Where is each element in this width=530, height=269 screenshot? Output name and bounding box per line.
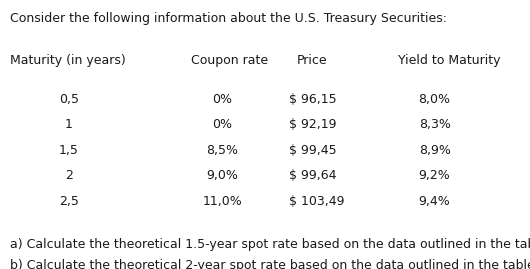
Text: 9,0%: 9,0% <box>207 169 238 182</box>
Text: Price: Price <box>297 54 328 67</box>
Text: $ 103,49: $ 103,49 <box>289 195 344 208</box>
Text: 9,4%: 9,4% <box>419 195 450 208</box>
Text: 1: 1 <box>65 118 73 131</box>
Text: 11,0%: 11,0% <box>202 195 243 208</box>
Text: Coupon rate: Coupon rate <box>191 54 268 67</box>
Text: $ 96,15: $ 96,15 <box>289 93 337 106</box>
Text: 8,5%: 8,5% <box>207 144 238 157</box>
Text: 0,5: 0,5 <box>59 93 79 106</box>
Text: 8,9%: 8,9% <box>419 144 450 157</box>
Text: $ 99,45: $ 99,45 <box>289 144 337 157</box>
Text: 2,5: 2,5 <box>59 195 79 208</box>
Text: Consider the following information about the U.S. Treasury Securities:: Consider the following information about… <box>10 12 447 25</box>
Text: b) Calculate the theoretical 2-year spot rate based on the data outlined in the : b) Calculate the theoretical 2-year spot… <box>10 259 530 269</box>
Text: 8,0%: 8,0% <box>419 93 450 106</box>
Text: Maturity (in years): Maturity (in years) <box>10 54 125 67</box>
Text: Yield to Maturity: Yield to Maturity <box>398 54 500 67</box>
Text: a) Calculate the theoretical 1.5-year spot rate based on the data outlined in th: a) Calculate the theoretical 1.5-year sp… <box>10 238 530 251</box>
Text: 8,3%: 8,3% <box>419 118 450 131</box>
Text: $ 92,19: $ 92,19 <box>289 118 337 131</box>
Text: $ 99,64: $ 99,64 <box>289 169 337 182</box>
Text: 2: 2 <box>65 169 73 182</box>
Text: 0%: 0% <box>213 93 233 106</box>
Text: 9,2%: 9,2% <box>419 169 450 182</box>
Text: 0%: 0% <box>213 118 233 131</box>
Text: 1,5: 1,5 <box>59 144 79 157</box>
